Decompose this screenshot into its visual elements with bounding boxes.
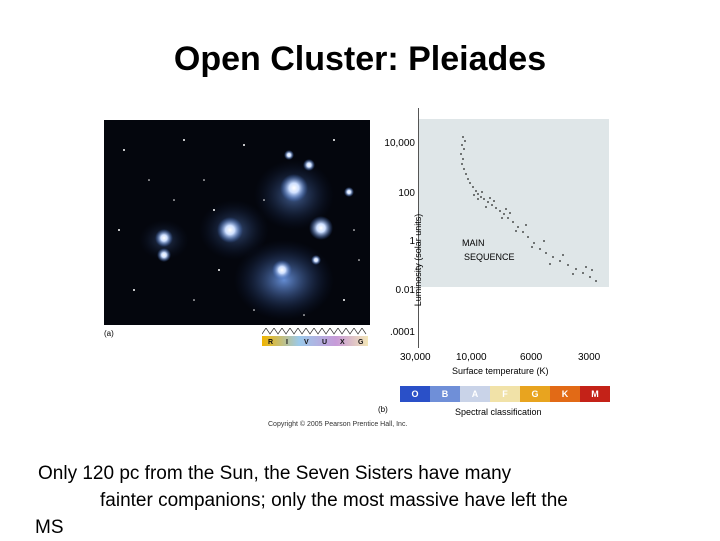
x-tick-label: 30,000 [400, 352, 431, 363]
filter-letter: V [304, 339, 309, 346]
x-axis-label: Surface temperature (K) [452, 366, 549, 376]
spectral-class-bar: O B A F G K M [400, 386, 610, 402]
y-tick-label: 0.01 [395, 285, 415, 296]
spectral-class-b: B [430, 386, 460, 402]
panel-a-label: (a) [104, 329, 114, 338]
wavelength-filter-strip: R I V U X G [262, 328, 368, 346]
copyright-notice: Copyright © 2005 Pearson Prentice Hall, … [268, 421, 408, 428]
y-tick-label: .0001 [389, 327, 415, 338]
y-tick-label: 10,000 [384, 138, 415, 149]
main-sequence-label: MAIN [462, 238, 485, 248]
filter-letter: U [322, 339, 327, 346]
pleiades-figure: (a) R I V U X G [100, 100, 620, 435]
star-field-image [104, 120, 370, 325]
spectral-class-a: A [460, 386, 490, 402]
filter-letter: G [358, 339, 364, 346]
spectral-class-m: M [580, 386, 610, 402]
y-tick-label: 1 [409, 236, 415, 247]
filter-letter: I [286, 339, 288, 346]
filter-letter: R [268, 339, 273, 346]
spectral-classification-label: Spectral classification [455, 407, 542, 417]
slide-title: Open Cluster: Pleiades [173, 40, 547, 78]
panel-b-label: (b) [378, 405, 388, 414]
x-tick-label: 6000 [520, 352, 543, 363]
spectral-class-g: G [520, 386, 550, 402]
spectral-class-o: O [400, 386, 430, 402]
y-axis-label: Luminosity (solar units) [413, 213, 423, 307]
x-tick-label: 3000 [578, 352, 601, 363]
spectral-class-f: F [490, 386, 520, 402]
pleiades-photo [104, 120, 370, 325]
caption-line: fainter companions; only the most massiv… [100, 490, 568, 511]
slide-caption: Only 120 pc from the Sun, the Seven Sist… [35, 460, 708, 541]
caption-line: MS [35, 517, 64, 538]
y-tick-label: 100 [398, 188, 415, 199]
filter-letter: X [340, 339, 345, 346]
y-axis-line [418, 108, 419, 348]
x-tick-label: 10,000 [456, 352, 487, 363]
hr-diagram-plot-area [418, 119, 609, 287]
main-sequence-label: SEQUENCE [464, 252, 515, 262]
spectral-class-k: K [550, 386, 580, 402]
caption-line: Only 120 pc from the Sun, the Seven Sist… [38, 463, 512, 484]
hr-data-points [460, 136, 597, 282]
